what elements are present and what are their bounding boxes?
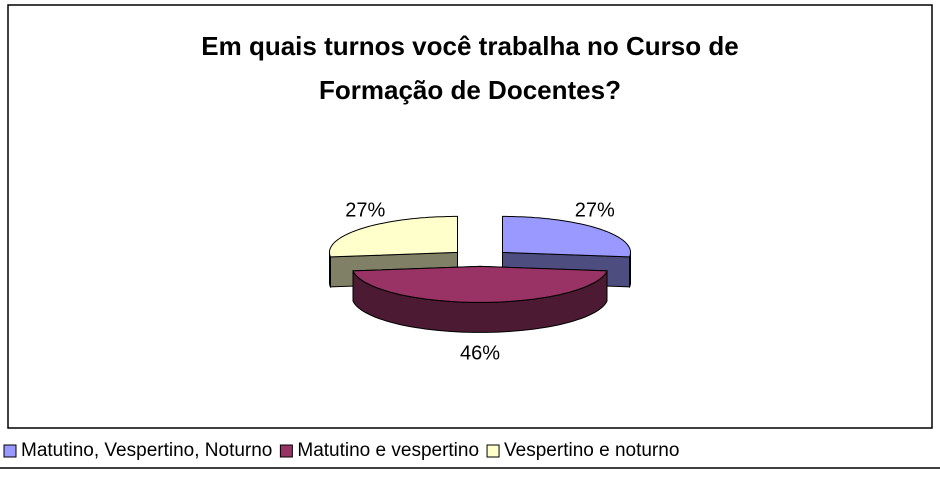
legend-swatch [486, 444, 500, 458]
slice [352, 265, 608, 303]
chart-border [7, 4, 933, 429]
data-label: 27% [345, 199, 385, 221]
legend-label: Matutino e vespertino [297, 440, 479, 461]
chart-title: Em quais turnos você trabalha no Curso d… [201, 31, 738, 61]
legend-swatch [3, 444, 17, 458]
legend-label: Matutino, Vespertino, Noturno [21, 440, 272, 461]
legend-label: Vespertino e noturno [504, 440, 679, 461]
legend-swatch [279, 444, 293, 458]
slice [329, 215, 458, 258]
data-label: 27% [575, 199, 615, 221]
slice-side [629, 252, 631, 289]
chart-title: Formação de Docentes? [319, 75, 621, 105]
slice-side [329, 252, 331, 289]
slice [502, 215, 631, 258]
data-label: 46% [460, 342, 500, 364]
